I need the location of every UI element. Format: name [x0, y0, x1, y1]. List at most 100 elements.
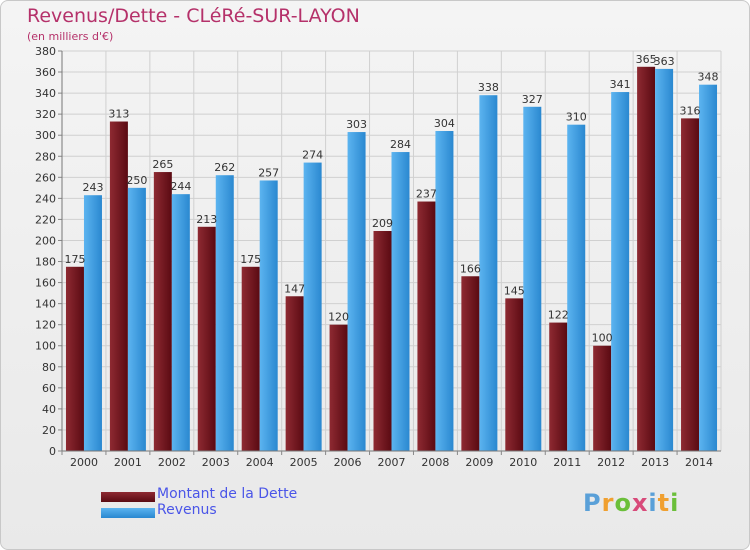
- bar-revenus: [391, 152, 410, 452]
- bar-revenus: [347, 132, 366, 452]
- bar-dette: [241, 266, 260, 451]
- bar-dette: [593, 345, 612, 451]
- data-label-dette: 100: [592, 332, 613, 345]
- data-label-revenus: 310: [566, 111, 587, 124]
- data-label-revenus: 327: [522, 93, 543, 106]
- data-label-revenus: 243: [82, 181, 103, 194]
- bar-dette: [285, 296, 304, 451]
- y-tick-label: 60: [42, 382, 56, 395]
- bar-dette: [417, 201, 436, 451]
- bar-dette: [549, 322, 568, 451]
- y-tick-label: 240: [35, 192, 56, 205]
- data-label-revenus: 341: [610, 78, 631, 91]
- data-label-revenus: 303: [346, 118, 367, 131]
- bar-dette: [681, 118, 700, 452]
- x-tick-label: 2010: [509, 456, 537, 469]
- bar-revenus: [611, 92, 630, 451]
- bar-dette: [65, 266, 84, 451]
- x-tick-label: 2005: [290, 456, 318, 469]
- y-tick-label: 180: [35, 256, 56, 269]
- data-label-revenus: 338: [478, 81, 499, 94]
- data-label-revenus: 244: [170, 180, 191, 193]
- x-tick-label: 2003: [202, 456, 230, 469]
- y-tick-label: 140: [35, 298, 56, 311]
- x-tick-label: 2009: [465, 456, 493, 469]
- data-label-revenus: 284: [390, 138, 411, 151]
- legend-swatch-revenus: [101, 508, 155, 518]
- x-tick-label: 2002: [158, 456, 186, 469]
- y-tick-label: 100: [35, 340, 56, 353]
- x-tick-label: 2013: [641, 456, 669, 469]
- bar-revenus: [655, 68, 674, 451]
- bar-revenus: [435, 131, 454, 451]
- bar-revenus: [171, 194, 190, 451]
- y-tick-label: 120: [35, 319, 56, 332]
- y-tick-label: 220: [35, 213, 56, 226]
- bar-dette: [637, 66, 656, 451]
- bar-revenus: [215, 175, 234, 452]
- y-tick-label: 280: [35, 150, 56, 163]
- bar-dette: [329, 324, 348, 451]
- data-labels: 175 243 313 250 265 244 213 262 175 257 147 274 120 3…: [64, 53, 718, 345]
- data-label-revenus: 304: [434, 117, 455, 130]
- x-tick-label: 2012: [597, 456, 625, 469]
- data-label-dette: 175: [64, 253, 85, 266]
- data-label-dette: 237: [416, 188, 437, 201]
- data-label-dette: 316: [680, 104, 701, 117]
- bar-revenus: [567, 124, 586, 452]
- bar-revenus: [479, 95, 498, 452]
- bars: [65, 66, 718, 452]
- y-tick-label: 260: [35, 171, 56, 184]
- bar-dette: [109, 121, 128, 452]
- proxiti-logo: Proxiti: [583, 489, 680, 517]
- data-label-dette: 120: [328, 311, 349, 324]
- data-label-dette: 166: [460, 262, 481, 275]
- data-label-revenus: 250: [126, 174, 147, 187]
- data-label-dette: 265: [152, 158, 173, 171]
- data-label-dette: 145: [504, 284, 525, 297]
- chart-title: Revenus/Dette - CLéRé-SUR-LAYON: [27, 5, 360, 27]
- y-tick-label: 80: [42, 361, 56, 374]
- y-tick-label: 40: [42, 403, 56, 416]
- y-tick-label: 340: [35, 87, 56, 100]
- legend-swatch-dette: [101, 492, 155, 502]
- chart-subtitle: (en milliers d'€): [27, 30, 114, 43]
- x-tick-label: 2011: [553, 456, 581, 469]
- bar-dette: [461, 276, 480, 451]
- y-tick-label: 20: [42, 424, 56, 437]
- data-label-revenus: 257: [258, 166, 279, 179]
- y-tick-label: 360: [35, 66, 56, 79]
- data-label-dette: 365: [636, 53, 657, 66]
- data-label-revenus: 262: [214, 161, 235, 174]
- bar-dette: [197, 226, 216, 451]
- bar-dette: [373, 231, 392, 451]
- data-label-revenus: 363: [654, 55, 675, 68]
- bar-revenus: [699, 84, 718, 452]
- data-label-revenus: 348: [698, 71, 719, 84]
- data-label-dette: 147: [284, 282, 305, 295]
- y-tick-label: 160: [35, 277, 56, 290]
- y-tick-label: 300: [35, 129, 56, 142]
- y-tick-label: 200: [35, 234, 56, 247]
- x-tick-label: 2008: [421, 456, 449, 469]
- data-label-dette: 313: [108, 108, 129, 121]
- bar-revenus: [83, 195, 102, 451]
- axes: 0 20 40 60 80 100 120 140 160 180 200 220 240 260 280 3…: [35, 45, 721, 469]
- y-tick-label: 320: [35, 108, 56, 121]
- data-label-revenus: 274: [302, 149, 323, 162]
- x-tick-label: 2001: [114, 456, 142, 469]
- legend-label-dette: Montant de la Dette: [157, 486, 298, 502]
- bar-revenus: [127, 187, 146, 451]
- x-tick-label: 2006: [334, 456, 362, 469]
- bar-revenus: [523, 106, 542, 451]
- bar-dette: [153, 172, 172, 452]
- x-tick-label: 2007: [378, 456, 406, 469]
- y-tick-label: 0: [49, 445, 56, 458]
- legend-label-revenus: Revenus: [157, 502, 217, 518]
- x-tick-label: 2000: [70, 456, 98, 469]
- data-label-dette: 213: [196, 213, 217, 226]
- y-tick-label: 380: [35, 45, 56, 58]
- x-tick-label: 2004: [246, 456, 274, 469]
